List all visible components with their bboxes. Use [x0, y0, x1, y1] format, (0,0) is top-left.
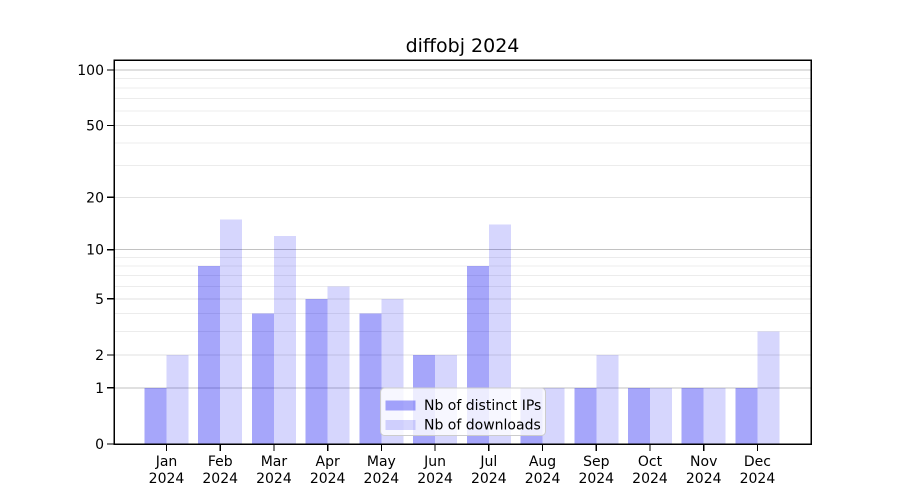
bar-nb-of-distinct-ips-apr: [305, 298, 328, 444]
x-tick-label-year: 2024: [686, 471, 722, 487]
bar-nb-of-downloads-dec: [757, 331, 780, 444]
x-tick-label-year: 2024: [149, 471, 185, 487]
bar-nb-of-downloads-mar: [273, 236, 296, 444]
y-tick-label: 100: [77, 63, 104, 79]
x-tick-label-month: Nov: [690, 454, 717, 470]
x-tick-label-year: 2024: [202, 471, 238, 487]
x-tick-label-month: Mar: [261, 454, 288, 470]
x-tick-label-month: Apr: [316, 454, 340, 470]
y-tick-label: 0: [95, 437, 104, 453]
x-tick-label-year: 2024: [256, 471, 292, 487]
bar-nb-of-downloads-feb: [220, 219, 243, 444]
x-tick-label-month: May: [367, 454, 396, 470]
x-tick-label-month: Feb: [208, 454, 233, 470]
y-tick-label: 1: [95, 381, 104, 397]
y-tick-label: 20: [86, 190, 104, 206]
legend-label-nb-of-downloads: Nb of downloads: [424, 418, 541, 434]
chart-title: diffobj 2024: [406, 35, 520, 57]
y-tick-label: 2: [95, 348, 104, 364]
x-tick-label-year: 2024: [578, 471, 614, 487]
x-tick-label-year: 2024: [310, 471, 346, 487]
bar-nb-of-distinct-ips-jan: [144, 387, 167, 444]
x-tick-label-month: Oct: [638, 454, 663, 470]
legend-swatch-nb-of-distinct-ips: [385, 400, 416, 411]
bar-nb-of-downloads-aug: [542, 387, 565, 444]
x-tick-label-month: Jul: [479, 454, 497, 470]
x-tick-label-year: 2024: [525, 471, 561, 487]
x-tick-label-year: 2024: [364, 471, 400, 487]
x-tick-label-month: Aug: [529, 454, 556, 470]
bar-nb-of-distinct-ips-feb: [198, 265, 221, 444]
bar-nb-of-distinct-ips-oct: [627, 387, 650, 444]
y-tick-label: 5: [95, 292, 104, 308]
legend-label-nb-of-distinct-ips: Nb of distinct IPs: [424, 398, 541, 414]
x-tick-label-month: Jan: [155, 454, 178, 470]
y-tick-label: 10: [86, 243, 104, 259]
bar-nb-of-downloads-nov: [703, 387, 726, 444]
x-tick-label-year: 2024: [471, 471, 507, 487]
legend-box: [380, 387, 546, 436]
bar-nb-of-downloads-jan: [166, 354, 189, 444]
bar-nb-of-downloads-oct: [649, 387, 672, 444]
x-tick-label-year: 2024: [417, 471, 453, 487]
x-tick-label-month: Sep: [583, 454, 610, 470]
bar-nb-of-distinct-ips-mar: [251, 313, 274, 444]
legend-swatch-nb-of-downloads: [385, 420, 416, 430]
x-tick-label-year: 2024: [632, 471, 668, 487]
plot-border: [113, 59, 812, 445]
bar-nb-of-downloads-sep: [596, 354, 619, 444]
x-tick-label-year: 2024: [740, 471, 776, 487]
bar-nb-of-distinct-ips-sep: [574, 387, 597, 444]
bar-nb-of-distinct-ips-may: [359, 313, 382, 444]
x-tick-label-month: Jun: [423, 454, 446, 470]
bar-nb-of-distinct-ips-dec: [735, 387, 758, 444]
bar-nb-of-distinct-ips-nov: [681, 387, 704, 444]
x-tick-label-month: Dec: [744, 454, 771, 470]
bar-nb-of-downloads-apr: [327, 286, 350, 444]
y-tick-label: 50: [86, 118, 104, 134]
